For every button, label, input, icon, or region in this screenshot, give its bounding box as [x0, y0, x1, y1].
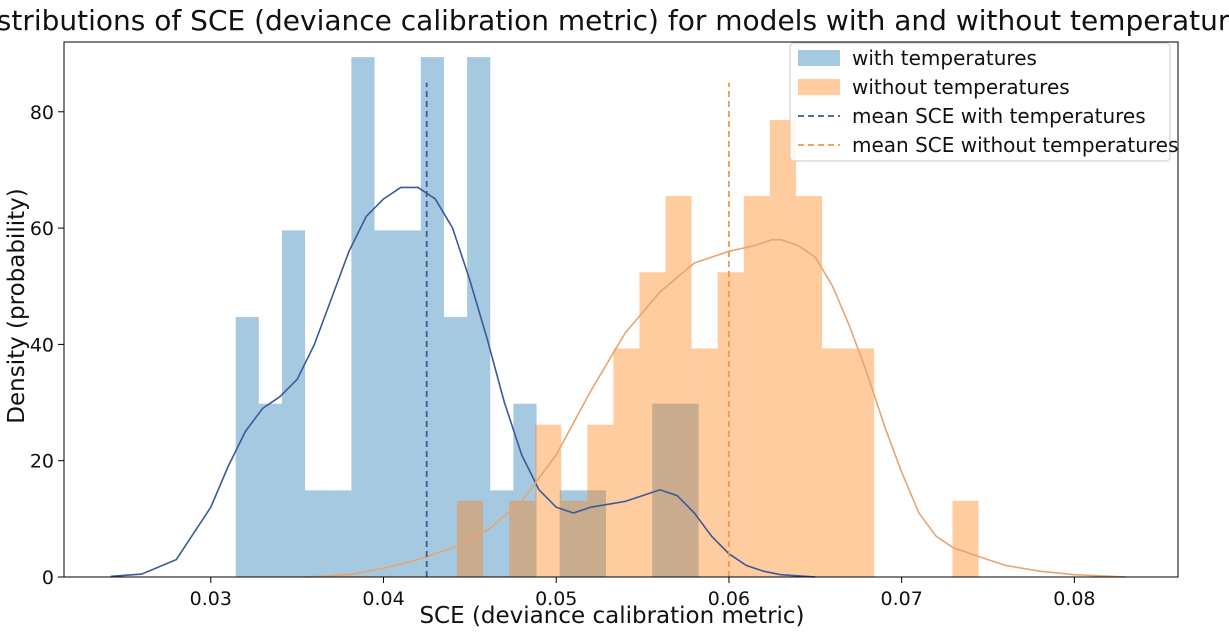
histogram-bar: [587, 424, 614, 577]
histogram-bar: [665, 196, 692, 577]
histogram-bar: [769, 119, 796, 577]
histogram-bar: [691, 348, 718, 577]
histogram-bar: [613, 348, 640, 577]
histogram-bar: [258, 403, 282, 577]
histogram-bar: [822, 348, 849, 577]
histogram-bar: [397, 230, 421, 578]
x-tick-label: 0.06: [708, 588, 750, 610]
y-tick-label: 80: [30, 102, 54, 124]
legend-label: mean SCE with temperatures: [852, 104, 1146, 128]
legend-box: [789, 42, 1171, 162]
y-tick-label: 40: [30, 334, 54, 356]
x-tick-label: 0.03: [190, 588, 232, 610]
histogram-bar: [443, 317, 468, 577]
legend-label: without temperatures: [852, 75, 1070, 99]
legend-label: with temperatures: [852, 46, 1037, 70]
y-tick-label: 20: [30, 451, 54, 473]
histogram-bar: [509, 500, 536, 577]
x-tick-label: 0.04: [362, 588, 404, 610]
histogram-bar: [305, 490, 329, 577]
x-axis-title: SCE (deviance calibration metric): [419, 603, 804, 629]
legend: with temperatures without temperatures mea…: [789, 42, 1178, 162]
histogram-bar: [952, 500, 979, 577]
x-tick-label: 0.08: [1053, 588, 1095, 610]
x-tick-label: 0.07: [881, 588, 923, 610]
histogram-bar: [675, 403, 699, 577]
histogram-bar: [467, 57, 491, 577]
plot-frame: [63, 41, 1179, 578]
histogram-bar: [490, 490, 514, 577]
y-axis-title: Density (probability): [4, 188, 30, 423]
axes: 0.03 0.04 0.05 0.06 0.07 0.08 0 20 40 60 80: [30, 41, 1179, 610]
plot-area: [110, 57, 1127, 578]
histogram-bar: [639, 272, 666, 577]
chart-title: Distributions of SCE (deviance calibrati…: [0, 4, 1229, 37]
x-tick-label: 0.05: [535, 588, 577, 610]
kde-curve: [110, 186, 816, 578]
histogram-bar: [351, 57, 375, 577]
histogram-bar: [535, 424, 562, 577]
histogram-bar: [582, 490, 606, 577]
histogram-bar: [743, 196, 770, 577]
histogram-bar: [328, 490, 352, 577]
histogram-bar: [717, 272, 744, 577]
y-tick-label: 60: [30, 218, 54, 240]
histogram-bar: [420, 57, 444, 577]
histogram-bar: [374, 230, 398, 578]
y-tick-label: 0: [42, 567, 54, 589]
legend-swatch: [798, 79, 840, 95]
histogram-bar: [795, 196, 823, 577]
legend-label: mean SCE without temperatures: [852, 133, 1178, 157]
histogram-bar: [235, 317, 259, 577]
legend-swatch: [798, 50, 840, 66]
histogram-bar: [281, 230, 306, 578]
kde-curve: [305, 238, 1127, 578]
histogram-bar: [848, 348, 875, 577]
